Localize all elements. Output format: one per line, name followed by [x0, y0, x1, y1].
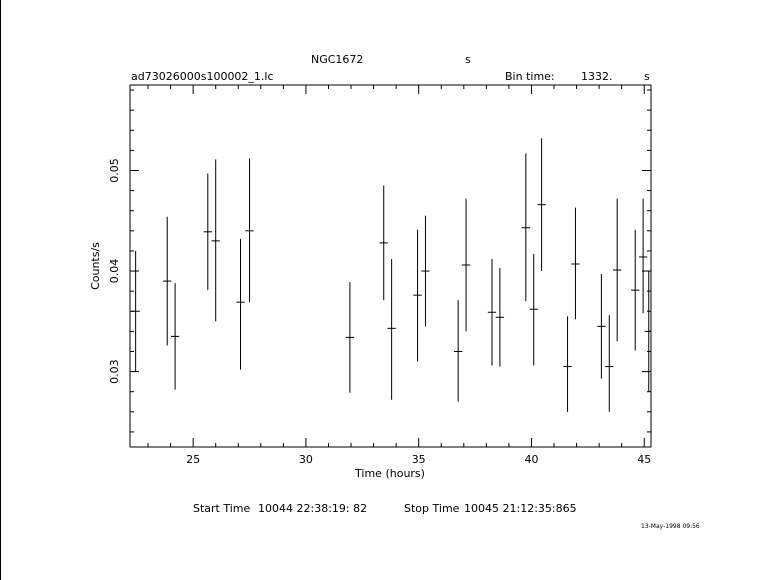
data-point: [245, 158, 254, 303]
data-point: [211, 159, 220, 322]
data-point: [571, 207, 580, 320]
stop-time-value: 10045 21:12:35:865: [464, 502, 577, 515]
start-time-value: 10044 22:38:19: 82: [258, 502, 368, 515]
x-tick-label: 40: [524, 453, 538, 466]
data-points: [131, 138, 651, 412]
bin-time-value: 1332.: [581, 70, 613, 83]
data-point: [563, 316, 572, 412]
x-axis-label: Time (hours): [354, 467, 425, 480]
axis-ticks: 25 30 35 40 45 0.03 0.04 0.05: [108, 85, 651, 466]
date-stamp: 13-May-1998 09:56: [641, 523, 700, 530]
x-tick-label: 35: [412, 453, 426, 466]
data-point: [163, 216, 172, 346]
bin-time-label: Bin time:: [505, 70, 555, 83]
data-point: [644, 271, 651, 392]
data-point: [487, 258, 497, 366]
data-point: [345, 282, 355, 393]
x-tick-label: 30: [299, 453, 313, 466]
data-point: [495, 268, 505, 367]
object-name: NGC1672: [311, 53, 364, 66]
data-point: [170, 283, 180, 390]
data-point: [529, 253, 538, 366]
x-tick-label: 25: [186, 453, 200, 466]
bin-time-unit: s: [644, 70, 650, 83]
data-point: [453, 300, 463, 402]
stop-time-label: Stop Time: [404, 502, 460, 515]
data-point: [521, 153, 530, 302]
plot-frame: [129, 84, 652, 448]
y-tick-label: 0.05: [108, 158, 121, 183]
object-unit: s: [465, 53, 471, 66]
data-point: [131, 250, 140, 372]
data-point: [387, 258, 396, 400]
data-point: [612, 198, 622, 342]
left-border-line: [0, 0, 1, 580]
data-point: [631, 229, 640, 351]
data-point: [421, 215, 430, 327]
data-point: [461, 198, 471, 332]
data-point: [236, 238, 245, 370]
data-point: [413, 229, 422, 362]
data-point: [537, 138, 546, 272]
data-point: [638, 198, 648, 314]
data-point: [597, 274, 606, 379]
start-time-label: Start Time: [193, 502, 251, 515]
file-name: ad73026000s100002_1.lc: [131, 70, 274, 83]
data-point: [203, 173, 212, 291]
y-axis-label: Counts/s: [89, 242, 102, 290]
x-tick-label: 45: [637, 453, 651, 466]
data-point: [605, 315, 614, 412]
data-point: [379, 185, 388, 301]
y-tick-label: 0.03: [108, 359, 121, 384]
y-tick-label: 0.04: [108, 259, 121, 284]
